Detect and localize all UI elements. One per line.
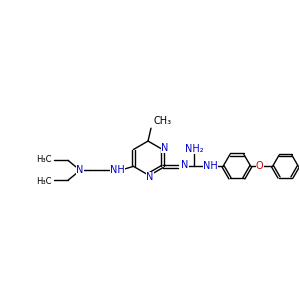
Text: CH₃: CH₃ <box>154 116 172 126</box>
Text: N: N <box>76 165 84 175</box>
Text: NH: NH <box>203 161 218 171</box>
Text: N: N <box>146 172 154 182</box>
Text: N: N <box>161 142 168 152</box>
Text: H₃C: H₃C <box>36 155 51 164</box>
Text: NH: NH <box>110 165 125 175</box>
Text: N: N <box>182 160 189 170</box>
Text: NH₂: NH₂ <box>185 143 204 154</box>
Text: O: O <box>256 161 263 171</box>
Text: H₃C: H₃C <box>36 177 51 186</box>
